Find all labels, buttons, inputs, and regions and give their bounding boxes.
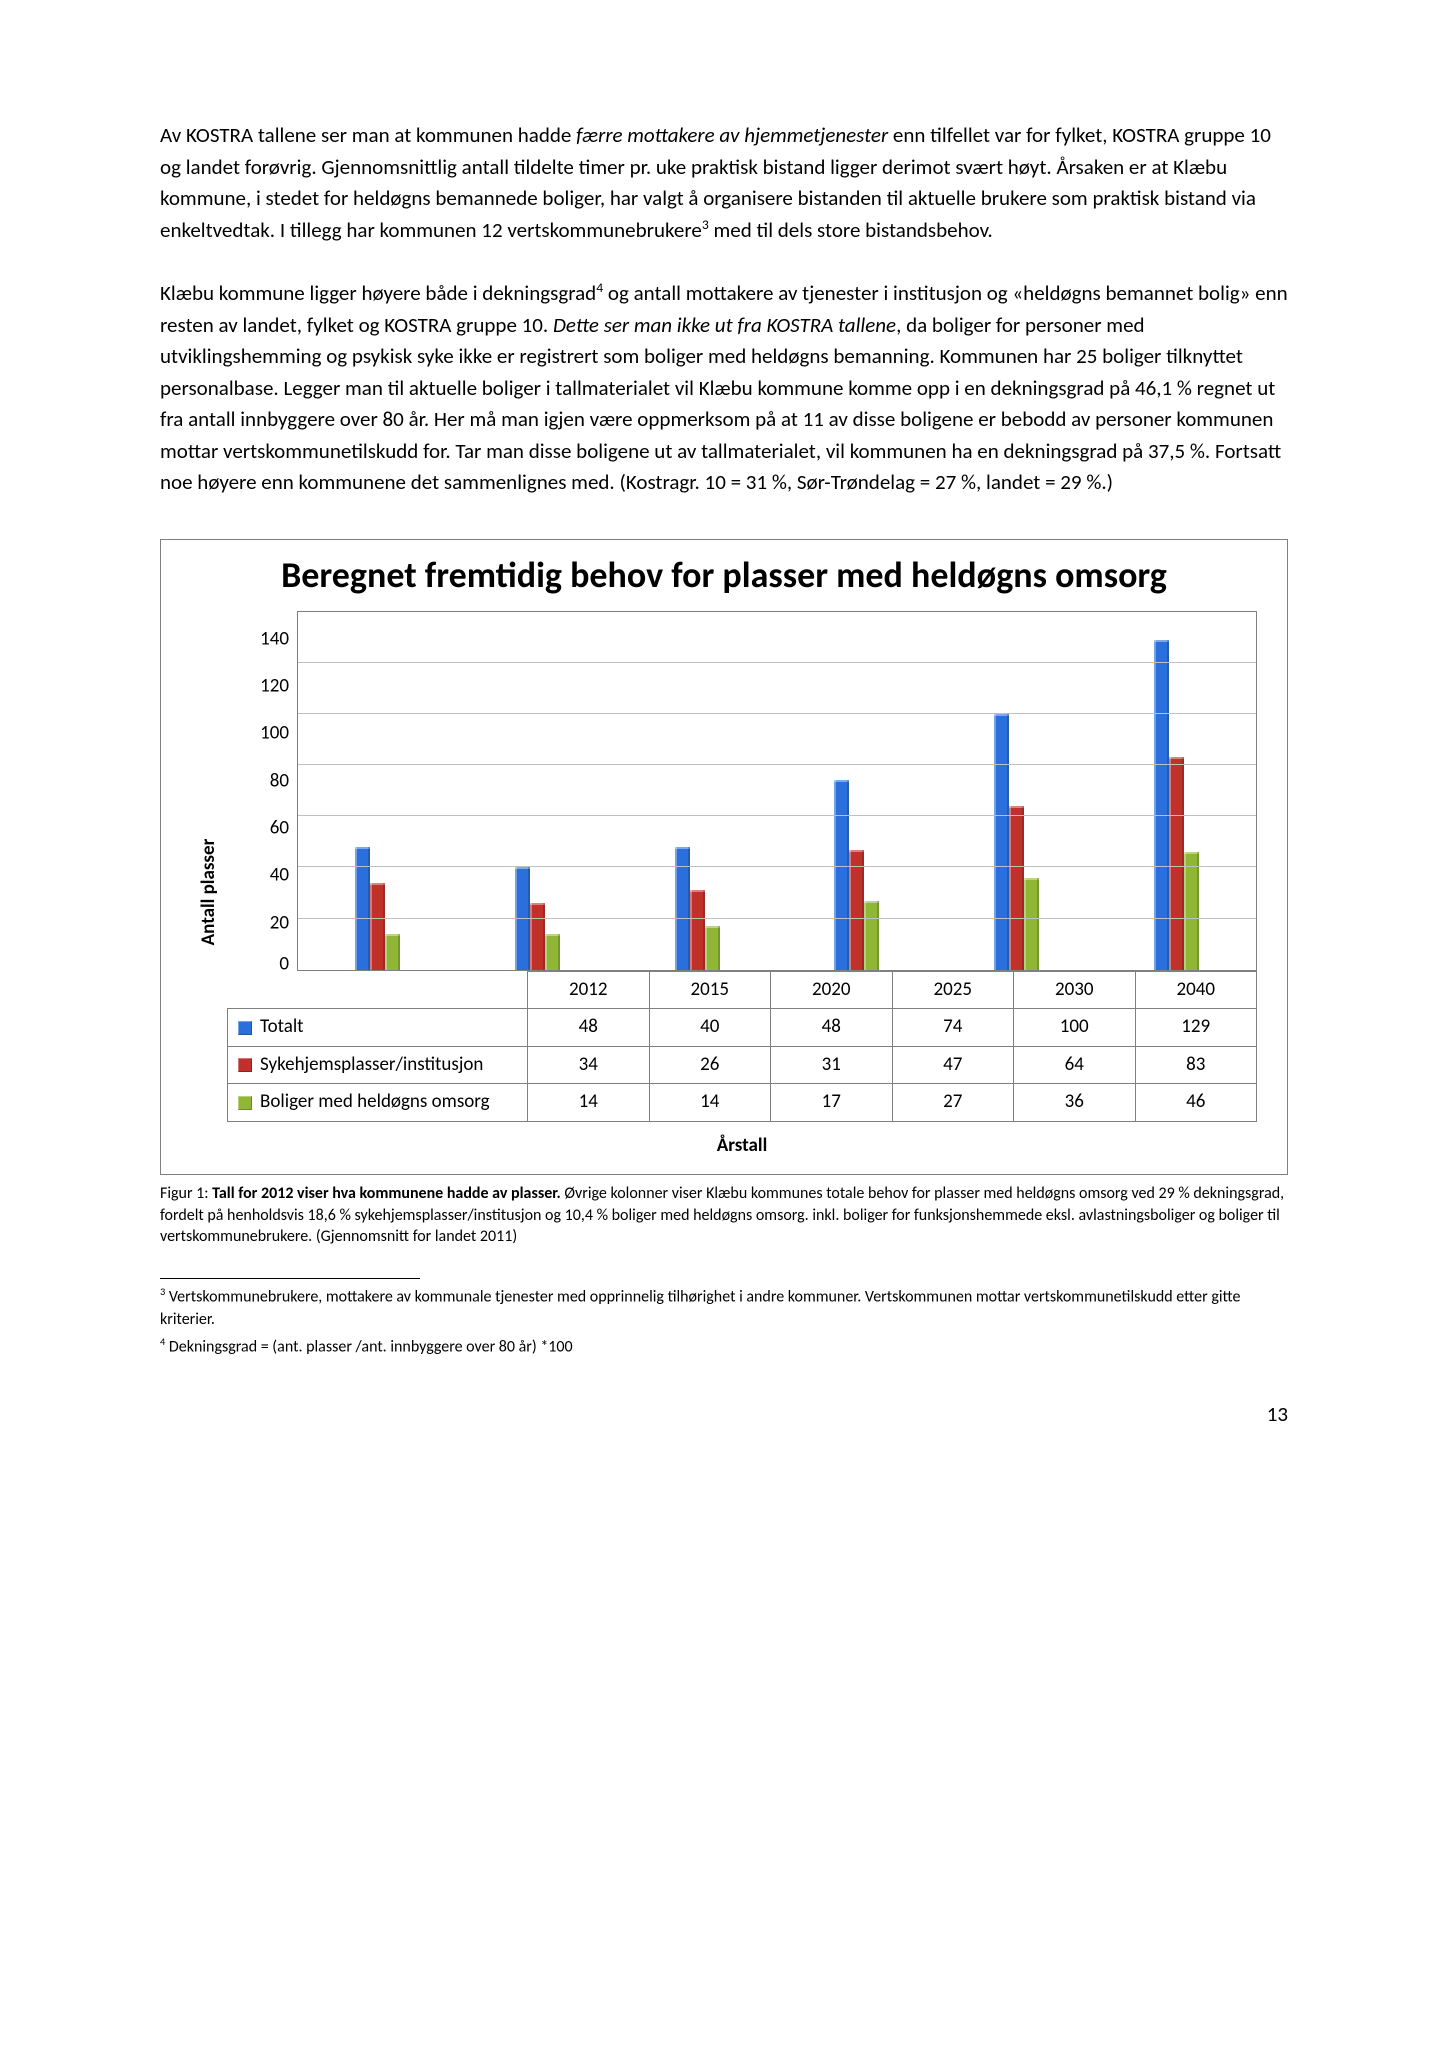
footnote-separator [160,1278,420,1279]
x-tick-label: 2020 [771,971,893,1009]
legend-label-cell: Sykehjemsplasser/institusjon [228,1046,528,1084]
gridline [298,918,1256,919]
bar-group [458,612,618,970]
chart-area: Antall plasser 140120100806040200 201220… [161,601,1287,1175]
text: Av KOSTRA tallene ser man at kommunen ha… [160,122,576,148]
bar [705,926,720,969]
gridline [298,713,1256,714]
text: med til dels store bistandsbehov. [709,217,993,243]
bar [370,883,385,970]
y-axis-label: Antall plasser [195,839,224,946]
x-tick-label: 2040 [1135,971,1257,1009]
legend-swatch [238,1058,252,1072]
x-tick-label: 2030 [1014,971,1136,1009]
table-cell: 47 [892,1046,1014,1084]
caption-bold: Tall for 2012 viser hva kommunene hadde … [212,1184,561,1203]
gridline [298,866,1256,867]
table-cell: 31 [771,1046,893,1084]
bar [1184,852,1199,970]
bar [994,714,1009,970]
footnote-ref-3: 3 [702,216,709,233]
table-cell: 74 [892,1009,1014,1047]
bar [385,934,400,970]
y-axis-label-container: Antall plasser [191,611,227,1175]
footnote-text: Dekningsgrad = (ant. plasser /ant. innby… [165,1337,572,1356]
gridline [298,815,1256,816]
legend-swatch [238,1021,252,1035]
bar [355,847,370,970]
text-italic: Dette ser man ikke ut fra KOSTRA tallene [553,312,896,338]
table-cell: 27 [892,1084,1014,1122]
y-axis-ticks: 140120100806040200 [227,611,297,971]
bar-group [777,612,937,970]
bar [864,901,879,970]
bar-group [298,612,458,970]
bar [515,867,530,969]
table-cell: 14 [649,1084,771,1122]
x-tick-label: 2015 [649,971,771,1009]
bar [1154,640,1169,970]
chart-container: Beregnet fremtidig behov for plasser med… [160,539,1288,1176]
bar [545,934,560,970]
bar [1024,878,1039,970]
figure-caption: Figur 1: Tall for 2012 viser hva kommune… [160,1183,1288,1248]
table-cell: 26 [649,1046,771,1084]
legend-swatch [238,1096,252,1110]
table-cell: 129 [1135,1009,1257,1047]
x-tick-label: 2025 [892,971,1014,1009]
table-cell: 48 [528,1009,650,1047]
footnote-text: Vertskommunebrukere, mottakere av kommun… [160,1287,1240,1328]
bar-group [937,612,1097,970]
y-tick-label: 120 [227,672,289,701]
x-tick-label: 2012 [528,971,650,1009]
bar-group [617,612,777,970]
table-cell: 14 [528,1084,650,1122]
text: , da boliger for personer med utviklings… [160,312,1281,496]
table-cell: 36 [1014,1084,1136,1122]
table-cell: 48 [771,1009,893,1047]
y-tick-label: 100 [227,720,289,749]
x-axis-label: Årstall [227,1122,1257,1175]
table-cell: 100 [1014,1009,1136,1047]
chart-data-table: 201220152020202520302040Totalt4840487410… [227,971,1257,1122]
text: Klæbu kommune ligger høyere både i dekni… [160,280,596,306]
y-tick-label: 60 [227,814,289,843]
chart-title: Beregnet fremtidig behov for plasser med… [161,540,1287,601]
page-number: 13 [160,1399,1288,1431]
y-tick-label: 140 [227,625,289,654]
bar [849,850,864,970]
y-tick-label: 20 [227,909,289,938]
legend-label: Sykehjemsplasser/institusjon [260,1053,483,1076]
legend-label-cell: Boliger med heldøgns omsorg [228,1084,528,1122]
footnote-3: 3 Vertskommunebrukere, mottakere av komm… [160,1285,1288,1331]
gridline [298,662,1256,663]
text-italic: færre mottakere av hjemmetjenester [576,122,888,148]
bar [530,903,545,969]
body-paragraph-2: Klæbu kommune ligger høyere både i dekni… [160,278,1288,499]
bar [1169,757,1184,969]
caption-lead: Figur 1: [160,1184,212,1203]
gridline [298,764,1256,765]
table-cell: 40 [649,1009,771,1047]
bar [834,780,849,969]
bars-layer [298,612,1256,970]
footnote-4: 4 Dekningsgrad = (ant. plasser /ant. inn… [160,1335,1288,1359]
y-tick-label: 0 [227,951,289,980]
legend-label: Boliger med heldøgns omsorg [260,1090,490,1113]
plot-area [297,611,1257,971]
bar [1009,806,1024,970]
legend-label: Totalt [260,1015,304,1038]
bar-group [1096,612,1256,970]
y-tick-label: 80 [227,767,289,796]
table-cell: 83 [1135,1046,1257,1084]
table-cell: 46 [1135,1084,1257,1122]
table-cell: 64 [1014,1046,1136,1084]
y-tick-label: 40 [227,862,289,891]
bar [675,847,690,970]
bar [690,890,705,969]
table-cell: 34 [528,1046,650,1084]
body-paragraph-1: Av KOSTRA tallene ser man at kommunen ha… [160,120,1288,246]
legend-label-cell: Totalt [228,1009,528,1047]
table-cell: 17 [771,1084,893,1122]
